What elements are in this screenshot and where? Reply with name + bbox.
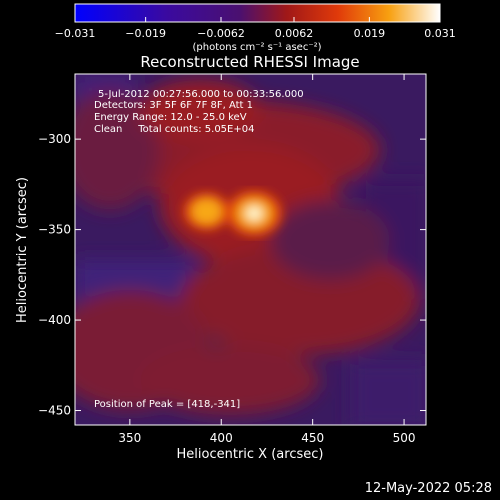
peak-position-label: Position of Peak = [418,-341] [94, 399, 240, 410]
x-tick-label: 500 [393, 431, 416, 445]
x-axis-label: Heliocentric X (arcsec) [177, 447, 324, 462]
colorbar-units: (photons cm⁻² s⁻¹ asec⁻²) [192, 42, 321, 53]
colorbar-tick-label: 0.0062 [275, 27, 314, 40]
info-block: 5-Jul-2012 00:27:56.000 to 00:33:56.000 … [94, 89, 304, 410]
y-tick-label: −300 [38, 132, 71, 146]
colorbar-ticks: −0.031 −0.019 −0.0062 0.0062 0.019 0.031 [55, 17, 456, 40]
annotation-clean: Clean Total counts: 5.05E+04 [94, 124, 254, 135]
heatmap-image [75, 74, 426, 425]
x-axis-ticks: 350 400 450 500 [118, 74, 416, 445]
y-tick-label: −400 [38, 313, 71, 327]
y-tick-label: −350 [38, 223, 71, 237]
source-peak [246, 206, 263, 221]
annotation-time-range: 5-Jul-2012 00:27:56.000 to 00:33:56.000 [98, 89, 304, 100]
plot-frame [74, 73, 427, 426]
colorbar-tick-label: −0.019 [125, 27, 166, 40]
footer-date: 12-May-2022 05:28 [364, 481, 492, 496]
x-tick-label: 400 [210, 431, 233, 445]
annotation-detectors: Detectors: 3F 5F 6F 7F 8F, Att 1 [94, 100, 253, 111]
chart-title: Reconstructed RHESSI Image [140, 53, 359, 71]
colorbar-tick-label: 0.031 [424, 27, 456, 40]
colorbar [74, 3, 441, 23]
x-tick-label: 450 [301, 431, 324, 445]
colorbar-tick-label: −0.0062 [197, 27, 245, 40]
annotation-energy: Energy Range: 12.0 - 25.0 keV [94, 112, 247, 123]
y-axis-label: Heliocentric Y (arcsec) [15, 177, 30, 323]
colorbar-tick-label: −0.031 [55, 27, 96, 40]
source-core [191, 199, 222, 224]
colorbar-tick-label: 0.019 [354, 27, 386, 40]
y-tick-label: −450 [38, 404, 71, 418]
x-tick-label: 350 [118, 431, 141, 445]
y-axis-ticks: −300 −350 −400 −450 [38, 132, 426, 418]
